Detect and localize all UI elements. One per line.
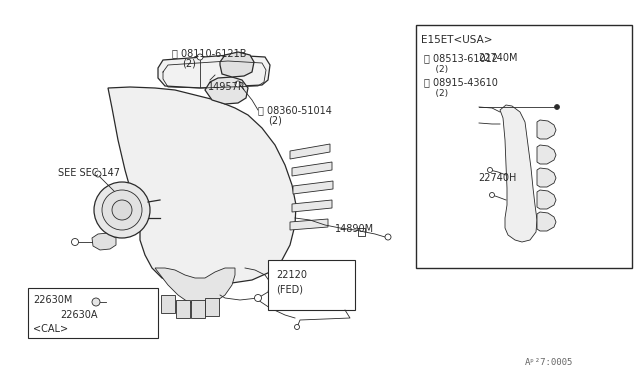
Text: 22630M: 22630M (33, 295, 72, 305)
Text: (2): (2) (424, 89, 448, 98)
Text: 22740M: 22740M (478, 53, 518, 63)
Circle shape (554, 105, 559, 109)
Text: 14957R: 14957R (208, 82, 246, 92)
Polygon shape (290, 144, 330, 159)
Polygon shape (161, 295, 175, 313)
Circle shape (112, 200, 132, 220)
Circle shape (95, 171, 101, 177)
Polygon shape (220, 52, 254, 77)
Polygon shape (92, 233, 116, 250)
Polygon shape (537, 168, 556, 187)
Polygon shape (290, 219, 328, 230)
Circle shape (490, 192, 495, 198)
Text: Aᵖ²7:0005: Aᵖ²7:0005 (525, 358, 573, 367)
Circle shape (385, 234, 391, 240)
Text: (2): (2) (182, 58, 196, 68)
Circle shape (294, 324, 300, 330)
Text: Ⓥ 08915-43610: Ⓥ 08915-43610 (424, 77, 498, 87)
Polygon shape (155, 268, 235, 305)
Circle shape (72, 238, 79, 246)
Text: <CAL>: <CAL> (33, 324, 68, 334)
Circle shape (235, 81, 241, 87)
Text: Ⓑ 08110-6121B: Ⓑ 08110-6121B (172, 48, 246, 58)
Circle shape (94, 182, 150, 238)
Polygon shape (205, 77, 248, 104)
Text: Ⓢ 08513-61012: Ⓢ 08513-61012 (424, 53, 498, 63)
Polygon shape (537, 120, 556, 139)
Text: 22120: 22120 (276, 270, 307, 280)
Text: 22740H: 22740H (478, 173, 516, 183)
Text: SEE SEC.147: SEE SEC.147 (58, 168, 120, 178)
Polygon shape (108, 87, 296, 285)
Bar (28, 288, 158, 338)
Polygon shape (537, 212, 556, 231)
Polygon shape (293, 181, 333, 194)
Circle shape (92, 298, 100, 306)
Polygon shape (292, 200, 332, 212)
Text: 14890M: 14890M (335, 224, 374, 234)
Polygon shape (537, 190, 556, 209)
Polygon shape (176, 300, 190, 318)
Polygon shape (191, 300, 205, 318)
Bar (268, 260, 355, 310)
Circle shape (255, 295, 262, 301)
Text: Ⓢ 08360-51014: Ⓢ 08360-51014 (258, 105, 332, 115)
Text: (2): (2) (268, 115, 282, 125)
Text: 22630A: 22630A (60, 310, 97, 320)
Text: (2): (2) (424, 65, 448, 74)
Circle shape (197, 54, 203, 60)
Polygon shape (537, 145, 556, 164)
Circle shape (488, 167, 493, 173)
Text: (FED): (FED) (276, 284, 303, 294)
Text: E15ET<USA>: E15ET<USA> (421, 35, 493, 45)
Circle shape (102, 190, 142, 230)
Bar (416, 25, 632, 268)
Polygon shape (205, 298, 219, 316)
Polygon shape (158, 55, 270, 88)
Polygon shape (500, 105, 537, 242)
Polygon shape (292, 162, 332, 176)
